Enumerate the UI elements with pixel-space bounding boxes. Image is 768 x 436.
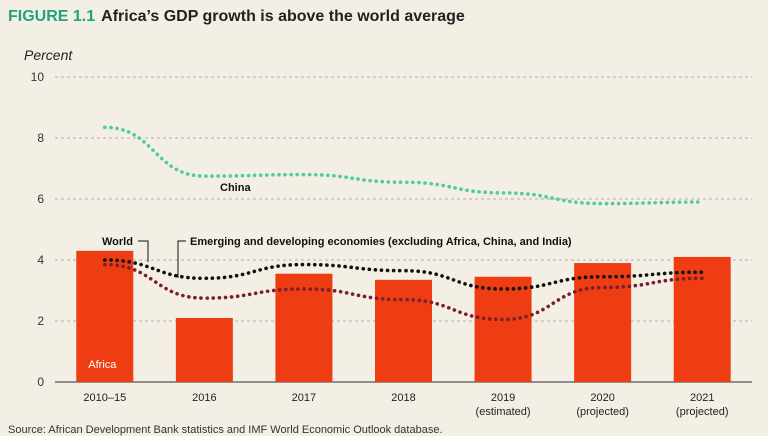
series-labels: China World Emerging and developing econom…	[102, 182, 572, 278]
y-tick-label: 0	[37, 375, 44, 389]
bar-2016	[176, 318, 233, 382]
x-tick-label: 2018	[391, 392, 415, 404]
y-tick-label: 4	[37, 253, 44, 267]
x-tick-label: 2010–15	[83, 392, 126, 404]
bars: Africa	[76, 251, 730, 382]
series-label-china: China	[220, 182, 251, 194]
leader-line-world	[138, 241, 148, 262]
source-note: Source: African Development Bank statist…	[8, 424, 443, 436]
bar-2018	[375, 280, 432, 382]
series-label-emerging: Emerging and developing economies (exclu…	[190, 236, 572, 248]
y-tick-label: 10	[31, 70, 45, 84]
x-tick-label: 2020	[590, 392, 614, 404]
bar-2021	[674, 257, 731, 382]
bar-2020	[574, 263, 631, 382]
x-tick-label: 2016	[192, 392, 216, 404]
x-tick-sublabel: (projected)	[576, 406, 629, 418]
leader-line-emerging	[178, 241, 186, 278]
y-ticks: 0 2 4 6 8 10	[31, 70, 45, 389]
bar-2019	[475, 277, 532, 382]
series-label-africa: Africa	[88, 359, 117, 371]
y-tick-label: 6	[37, 192, 44, 206]
x-tick-label: 2017	[292, 392, 316, 404]
x-tick-label: 2021	[690, 392, 714, 404]
series-label-world: World	[102, 236, 133, 248]
x-tick-sublabel: (projected)	[676, 406, 729, 418]
series-line-0	[105, 127, 702, 203]
x-tick-sublabel: (estimated)	[476, 406, 531, 418]
y-tick-label: 2	[37, 314, 44, 328]
y-axis-label: Percent	[24, 47, 73, 63]
y-tick-label: 8	[37, 131, 44, 145]
x-ticks: 2010–15 2016 2017 2018 2019 (estimated) 2020 (p…	[83, 392, 728, 418]
x-tick-label: 2019	[491, 392, 515, 404]
